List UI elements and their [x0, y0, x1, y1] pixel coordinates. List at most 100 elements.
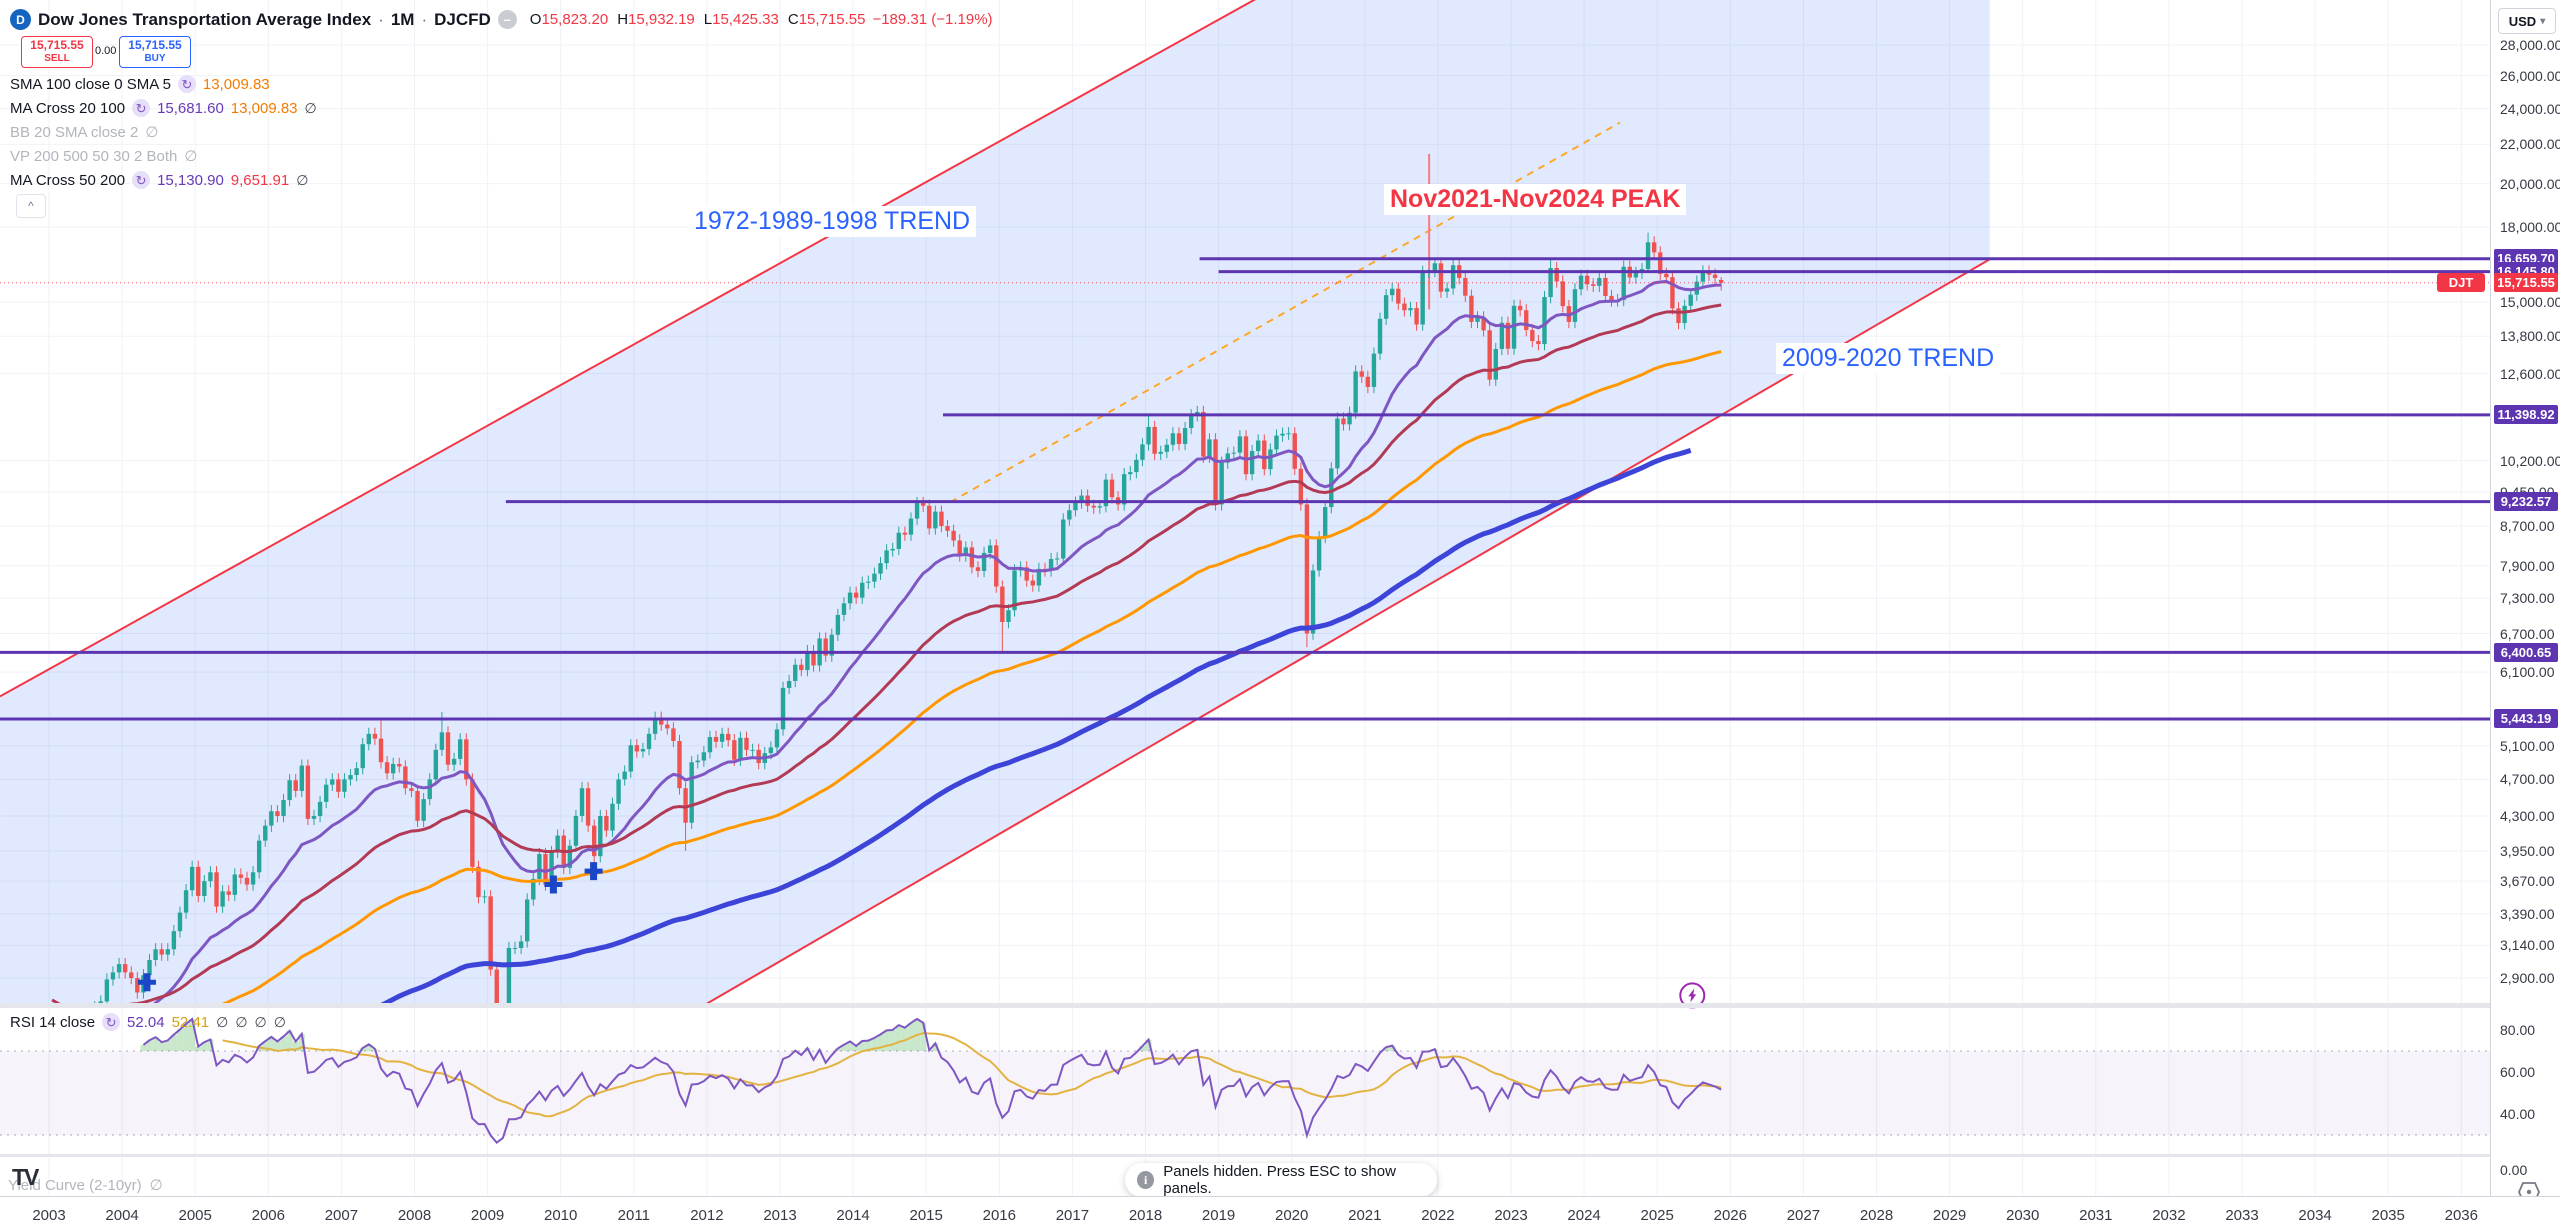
candle-body [640, 749, 646, 752]
candle-body [433, 749, 439, 780]
ma-cross-marker[interactable] [584, 862, 603, 881]
ma-cross-marker[interactable] [544, 875, 563, 894]
time-axis[interactable]: 2003 2004 2005 2006 2007 2008 2009 2010 2011 2012… [0, 1196, 2560, 1232]
candle-body [1536, 341, 1541, 345]
chevron-down-icon: ▾ [2540, 15, 2546, 27]
buy-button[interactable]: 15,715.55 BUY [119, 36, 191, 68]
tradingview-logo[interactable]: TV [12, 1164, 39, 1190]
candle-body [1219, 462, 1224, 505]
candle-body [1201, 411, 1206, 457]
eye-off-icon[interactable]: ∅ [149, 1177, 163, 1194]
candle-body [104, 979, 110, 1002]
annotation-trend-1972[interactable]: 1972-1989-1998 TREND [688, 206, 977, 237]
year-label: 2016 [982, 1207, 1016, 1224]
annotation-trend-2009[interactable]: 2009-2020 TREND [1776, 343, 2001, 374]
rsi-ma-line[interactable] [222, 1032, 1722, 1118]
candle-body [1670, 277, 1675, 309]
candle-body [677, 740, 682, 789]
yield-curve-label[interactable]: Yield Curve (2-10yr) [8, 1176, 142, 1194]
candle-body [1213, 439, 1218, 505]
candle-body [793, 664, 798, 681]
ma-line-ma100[interactable] [52, 350, 1722, 1050]
candle-body [1323, 507, 1328, 538]
symbol-title[interactable]: Dow Jones Transportation Average Index [38, 9, 372, 29]
candle-body [1225, 453, 1230, 463]
price-axis[interactable]: USD ▾ 28,000.00 26,000.00 24,000.00 22,000.… [2490, 0, 2560, 1202]
hidden-plot-icon[interactable]: ∅ [235, 1013, 248, 1030]
hidden-plot-icon[interactable]: ∅ [304, 99, 317, 116]
sync-loop-icon[interactable]: ↻ [132, 99, 151, 117]
candle-body [189, 866, 195, 891]
candle-body [1390, 288, 1395, 296]
year-label: 2025 [1640, 1207, 1674, 1224]
symbol-code[interactable]: DJCFD [434, 9, 491, 29]
candle-body [305, 765, 311, 819]
ma-line-ma50[interactable] [51, 303, 1722, 1012]
year-label: 2030 [2006, 1207, 2040, 1224]
candle-body [1524, 310, 1529, 331]
hidden-plot-icon[interactable]: ∅ [296, 171, 309, 188]
year-label: 2023 [1494, 1207, 1528, 1224]
candle-body [1517, 305, 1523, 311]
candle-body [366, 733, 372, 745]
currency-dropdown[interactable]: USD ▾ [2498, 8, 2556, 34]
sell-button[interactable]: 15,715.55 SELL [21, 36, 93, 68]
rsi-panel [0, 1017, 2490, 1144]
ma-cross-marker[interactable] [137, 973, 156, 992]
price-level-badge: 11,398.92 [2494, 405, 2558, 425]
hidden-plot-icon[interactable]: ∅ [254, 1013, 267, 1030]
candle-body [945, 526, 950, 531]
ma-line-ma20[interactable] [52, 280, 1722, 1082]
price-tick-label: 26,000.00 [2500, 67, 2560, 84]
collapse-header-icon[interactable]: – [497, 10, 517, 29]
candle-body [853, 592, 859, 598]
candle-body [994, 545, 999, 587]
candle-body [159, 949, 164, 955]
price-tick-label: 20,000.00 [2500, 175, 2560, 192]
indicator-row[interactable]: SMA 100 close 0 SMA 5 ↻ 13,009.83 [10, 72, 317, 96]
channel-upper-line[interactable] [0, 0, 1256, 698]
rsi-line[interactable] [142, 1017, 1722, 1144]
hidden-plot-icon[interactable]: ∅ [273, 1013, 286, 1030]
sync-loop-icon[interactable]: ↻ [102, 1013, 121, 1031]
candle-body [256, 840, 262, 873]
interval-label[interactable]: 1M [390, 9, 415, 29]
candle-body [598, 815, 603, 857]
price-tick-label: 7,300.00 [2500, 590, 2555, 607]
annotation-peak[interactable]: Nov2021-Nov2024 PEAK [1384, 184, 1687, 215]
candle-body [1621, 266, 1626, 301]
indicator-row[interactable]: MA Cross 50 200 ↻ 15,130.90 9,651.91 ∅ [10, 168, 317, 192]
ohlc-item: C15,715.55 [787, 11, 866, 28]
candle-body [585, 788, 591, 826]
candle-body [1079, 495, 1084, 503]
year-label: 2036 [2444, 1207, 2478, 1224]
ma-line-ma200[interactable] [52, 448, 1692, 1149]
candle-body [1103, 479, 1109, 507]
indicator-row[interactable]: MA Cross 20 100 ↻ 15,681.60 13,009.83 ∅ [10, 96, 317, 120]
candle-body [1664, 273, 1669, 278]
eye-off-icon[interactable]: ∅ [145, 124, 159, 141]
candle-body [457, 739, 463, 759]
candle-body [378, 738, 384, 763]
pane-separator[interactable] [0, 1154, 2490, 1157]
channel-lower-line[interactable] [706, 258, 1991, 1005]
indicator-row[interactable]: BB 20 SMA close 2 ∅ [10, 120, 317, 144]
rsi-tick-label: 80.00 [2500, 1022, 2536, 1038]
change-value: −189.31 (−1.19%) [872, 11, 993, 28]
candle-body [1633, 272, 1639, 278]
price-tick-label: 12,600.00 [2500, 365, 2560, 382]
candle-body [744, 737, 749, 750]
indicator-row[interactable]: VP 200 500 50 30 2 Both ∅ [10, 144, 317, 168]
pane-separator[interactable] [0, 1003, 2490, 1008]
candle-body [1597, 277, 1602, 286]
sync-loop-icon[interactable]: ↻ [177, 75, 196, 93]
yield-curve-panel-label: Yield Curve (2-10yr) ∅ [8, 1176, 163, 1195]
hidden-plot-icon[interactable]: ∅ [216, 1013, 229, 1030]
candle-body [263, 825, 268, 841]
legend-collapse-button[interactable]: ^ [16, 194, 46, 218]
eye-off-icon[interactable]: ∅ [184, 148, 198, 165]
candle-body [805, 651, 810, 671]
candle-body [470, 779, 475, 867]
sync-loop-icon[interactable]: ↻ [132, 171, 151, 189]
